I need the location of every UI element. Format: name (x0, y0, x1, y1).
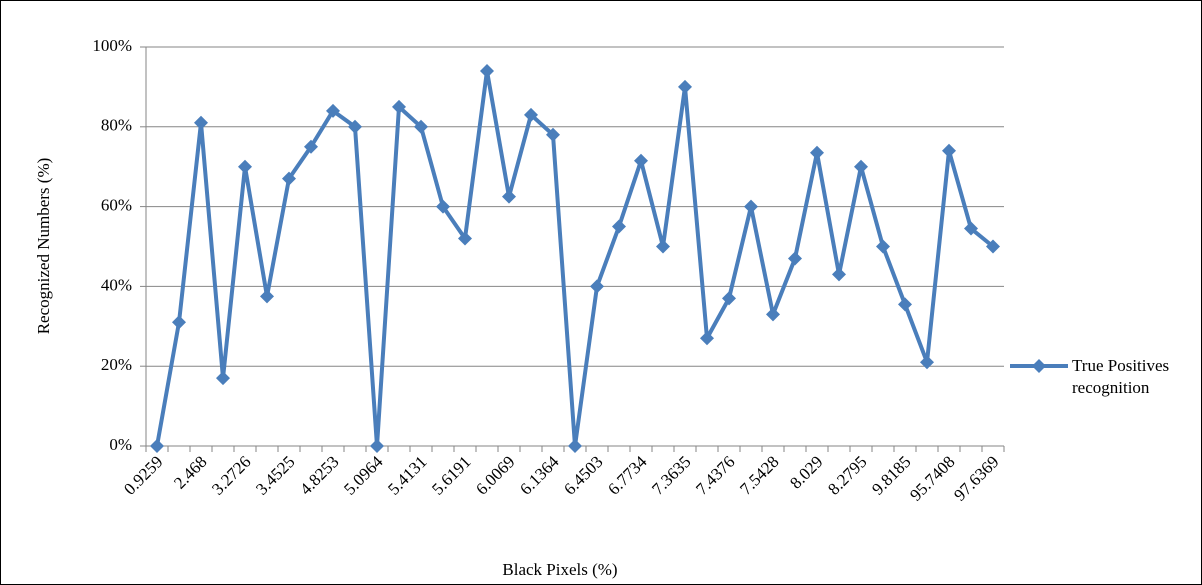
marker (942, 143, 956, 158)
x-tick-label: 5.0964 (340, 452, 387, 499)
marker (722, 291, 736, 306)
x-axis-title: Black Pixels (%) (502, 560, 617, 579)
marker (480, 63, 494, 78)
marker (634, 153, 648, 168)
marker (546, 127, 560, 142)
marker (436, 199, 450, 214)
marker (920, 355, 934, 370)
y-tick-label: 40% (101, 275, 132, 294)
marker (414, 119, 428, 134)
y-tick-label: 0% (109, 435, 132, 454)
marker (964, 221, 978, 236)
x-tick-label: 8.2795 (824, 452, 870, 498)
x-tick-label: 6.1364 (516, 452, 563, 499)
marker (392, 99, 406, 114)
marker (568, 439, 582, 453)
x-tick-label: 7.4376 (692, 452, 738, 498)
x-tick-label: 3.2726 (208, 452, 254, 498)
marker (656, 239, 670, 254)
marker (304, 139, 318, 154)
marker (370, 439, 384, 453)
x-tick-label: 8.029 (786, 452, 826, 492)
x-tick-label: 5.6191 (428, 452, 474, 498)
marker (810, 145, 824, 160)
y-tick-label: 60% (101, 196, 132, 215)
x-tick-label: 0.9259 (120, 452, 166, 498)
marker (744, 199, 758, 214)
marker (524, 107, 538, 122)
x-tick-label: 5.4131 (384, 452, 430, 498)
marker (260, 289, 274, 304)
marker (502, 189, 516, 204)
marker (326, 103, 340, 118)
marker (172, 315, 186, 330)
marker (700, 331, 714, 346)
marker (854, 159, 868, 174)
x-tick-label: 2.468 (170, 452, 210, 492)
marker (238, 159, 252, 174)
marker (194, 115, 208, 130)
marker (348, 119, 362, 134)
marker (766, 307, 780, 322)
marker (458, 231, 472, 246)
x-tick-label: 7.3635 (648, 452, 694, 498)
marker (678, 79, 692, 94)
x-tick-label: 95.7408 (906, 452, 959, 505)
marker (216, 371, 230, 386)
legend-label: True Positives recognition (1072, 356, 1170, 397)
marker (590, 279, 604, 294)
x-tick-label: 6.0069 (472, 452, 518, 498)
marker (282, 171, 296, 186)
y-axis-title: Recognized Numbers (%) (34, 158, 53, 335)
x-tick-label: 6.4503 (560, 452, 606, 498)
y-tick-label: 20% (101, 355, 132, 374)
marker (612, 219, 626, 234)
marker (150, 439, 164, 453)
legend-marker (1032, 359, 1046, 373)
y-tick-label: 80% (101, 116, 132, 135)
marker (788, 251, 802, 266)
marker (986, 239, 1000, 254)
marker (876, 239, 890, 254)
marker (832, 267, 846, 282)
x-tick-label: 6.7734 (604, 452, 651, 499)
x-tick-label: 4.8253 (296, 452, 342, 498)
x-tick-label: 7.5428 (736, 452, 782, 498)
y-tick-label: 100% (92, 36, 132, 55)
marker (898, 297, 912, 312)
x-tick-label: 3.4525 (252, 452, 298, 498)
x-tick-label: 97.6369 (950, 452, 1003, 505)
